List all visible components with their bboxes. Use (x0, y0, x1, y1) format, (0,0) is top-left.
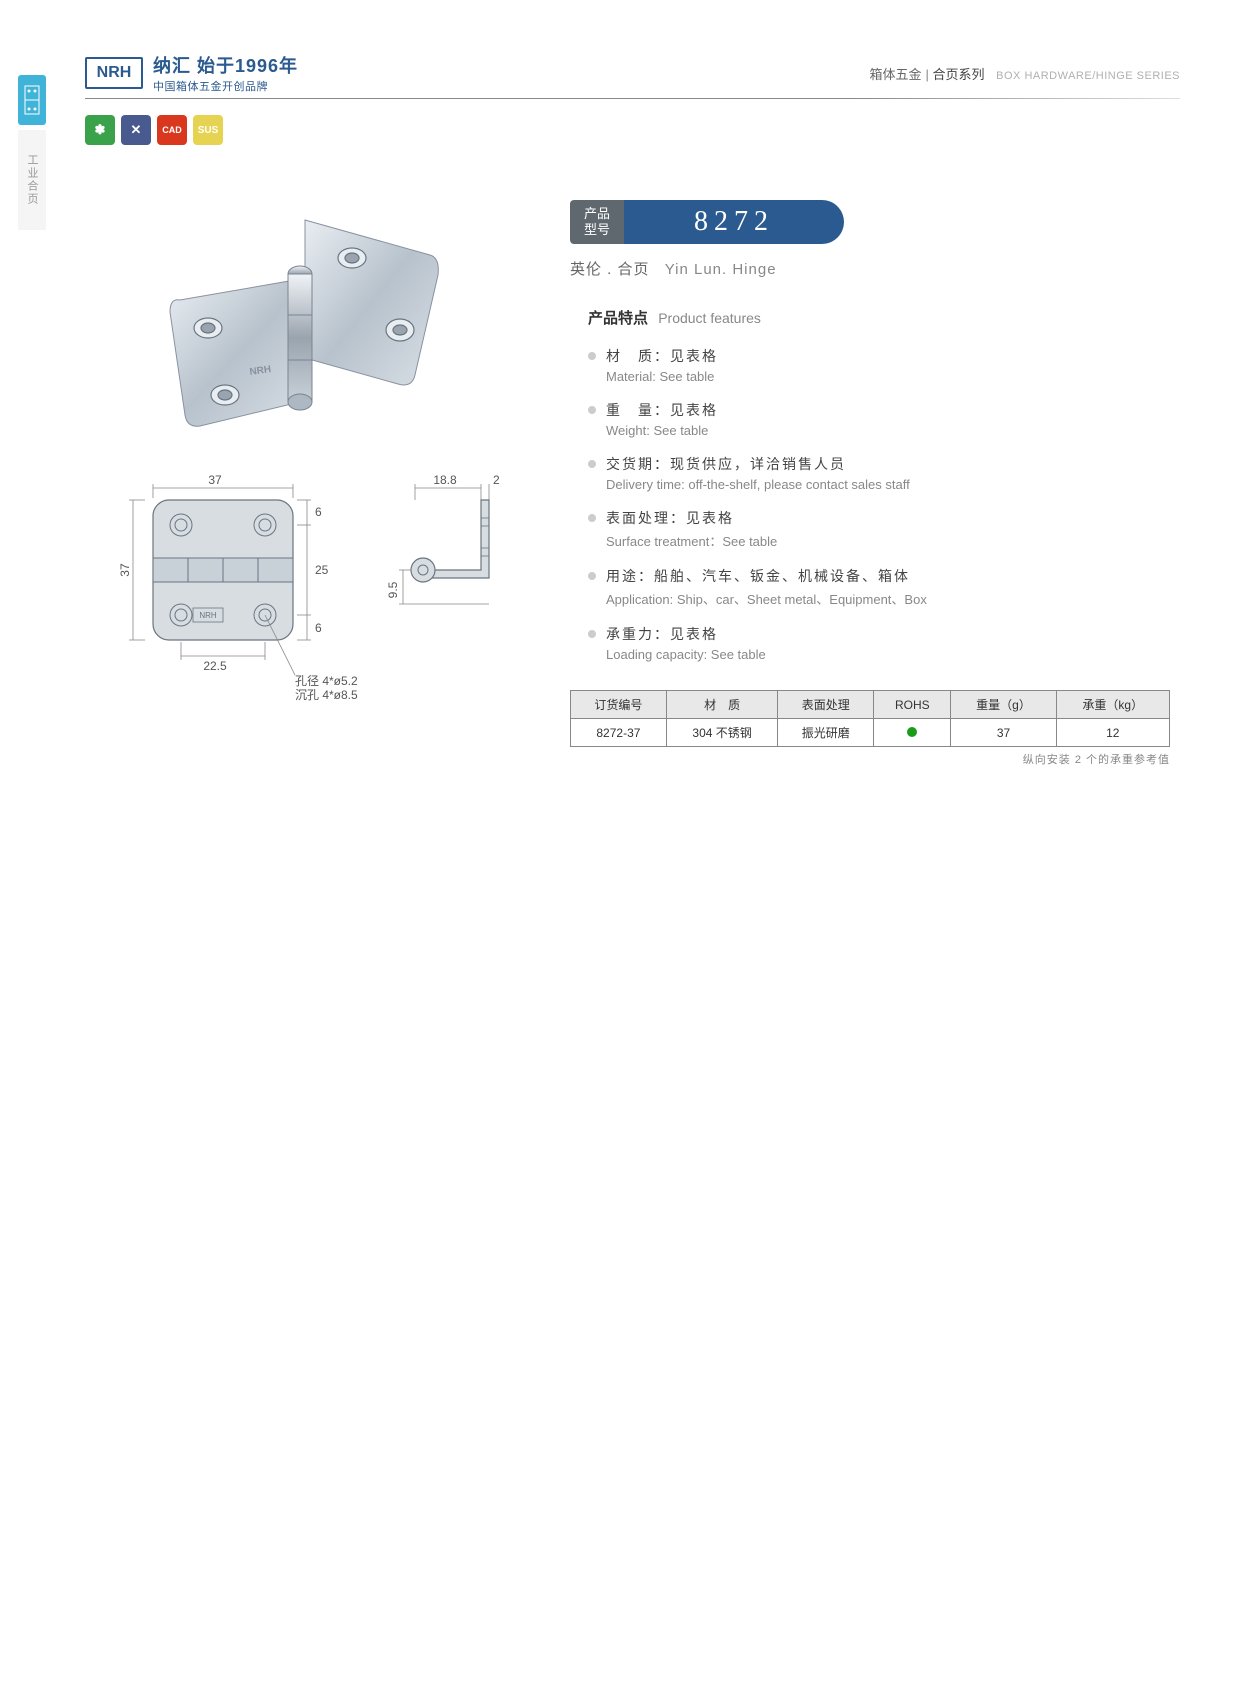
product-rendering: NRH (140, 200, 460, 440)
feature-item: 交货期：现货供应，详洽销售人员 Delivery time: off-the-sh… (606, 454, 1170, 492)
feature-cn: 承重力：见表格 (606, 624, 1170, 644)
front-view: 37 NRH 37 6 25 6 2 (118, 473, 358, 702)
feature-cn: 表面处理：见表格 (606, 508, 1170, 528)
feature-list: 材 质：见表格 Material: See table 重 量：见表格 Weight:… (588, 346, 1170, 662)
header-en: BOX HARDWARE/HINGE SERIES (996, 70, 1180, 82)
feature-cn: 交货期：现货供应，详洽销售人员 (606, 454, 1170, 474)
model-badge: 产品 型号 8272 (570, 200, 1170, 244)
dim-margin-bot: 6 (315, 621, 322, 635)
side-tab-icon (18, 75, 46, 125)
table-header: ROHS (874, 691, 951, 719)
dim-hole-w: 22.5 (203, 659, 227, 673)
table-header: 表面处理 (778, 691, 874, 719)
table-header: 订货编号 (571, 691, 667, 719)
feature-cn: 重 量：见表格 (606, 400, 1170, 420)
icon-row: ✽ ✕ CAD SUS (85, 115, 223, 145)
logo-abbr: NRH (85, 57, 143, 89)
features-heading-en: Product features (658, 310, 761, 326)
technical-drawing: 37 NRH 37 6 25 6 2 (115, 470, 515, 710)
logo-block: NRH 纳汇 始于1996年 中国箱体五金开创品牌 (85, 52, 298, 94)
model-label-1: 产品 (584, 206, 610, 222)
feature-cn: 用途：船舶、汽车、钣金、机械设备、箱体 (606, 566, 1170, 586)
header-cn1: 箱体五金 (870, 67, 922, 82)
header-cn2: 合页系列 (933, 67, 985, 82)
hole-note-2: 沉孔 4*ø8.5 (295, 688, 358, 702)
dim-margin-top: 6 (315, 505, 322, 519)
product-name: 英伦 . 合页 Yin Lun. Hinge (570, 258, 1170, 279)
table-cell: 12 (1056, 719, 1169, 747)
side-tab-label: 工业合页 (18, 130, 46, 230)
eco-icon: ✽ (85, 115, 115, 145)
product-name-cn: 英伦 . 合页 (570, 261, 650, 278)
dim-hole-h: 25 (315, 563, 329, 577)
model-label-2: 型号 (584, 222, 610, 238)
hole-note-1: 孔径 4*ø5.2 (295, 674, 358, 688)
feature-en: Application: Ship、car、Sheet metal、Equipm… (606, 589, 1170, 608)
logo-cn: 纳汇 始于1996年 (153, 52, 298, 78)
feature-en: Surface treatment：See table (606, 531, 1170, 550)
feature-en: Weight: See table (606, 423, 1170, 438)
spec-table: 订货编号材 质表面处理ROHS重量（g）承重（kg） 8272-37304 不锈… (570, 690, 1170, 747)
table-cell: 37 (951, 719, 1056, 747)
table-header: 材 质 (666, 691, 778, 719)
table-cell (874, 719, 951, 747)
header-right: 箱体五金| 合页系列 BOX HARDWARE/HINGE SERIES (870, 64, 1181, 83)
table-cell: 304 不锈钢 (666, 719, 778, 747)
dim-depth: 18.8 (433, 473, 457, 487)
model-number: 8272 (624, 200, 844, 244)
dim-offset: 9.5 (386, 581, 400, 598)
feature-en: Loading capacity: See table (606, 647, 1170, 662)
product-name-en: Yin Lun. Hinge (665, 261, 777, 278)
header-divider (85, 98, 1180, 99)
sus-icon: SUS (193, 115, 223, 145)
table-header: 重量（g） (951, 691, 1056, 719)
table-cell: 振光研磨 (778, 719, 874, 747)
dim-height: 37 (118, 563, 132, 577)
product-info: 产品 型号 8272 英伦 . 合页 Yin Lun. Hinge 产品特点 P… (570, 200, 1170, 767)
page-header: NRH 纳汇 始于1996年 中国箱体五金开创品牌 箱体五金| 合页系列 BOX… (85, 52, 1180, 94)
side-tab-cn: 工业合页 (24, 154, 40, 206)
dim-thk: 2 (493, 473, 500, 487)
logo-sub: 中国箱体五金开创品牌 (153, 78, 298, 94)
side-view: 18.8 2 9.5 (386, 473, 500, 604)
feature-item: 材 质：见表格 Material: See table (606, 346, 1170, 384)
table-header: 承重（kg） (1056, 691, 1169, 719)
model-label: 产品 型号 (570, 200, 624, 244)
table-row: 8272-37304 不锈钢振光研磨 3712 (571, 719, 1170, 747)
tools-icon: ✕ (121, 115, 151, 145)
svg-text:NRH: NRH (199, 611, 217, 620)
feature-cn: 材 质：见表格 (606, 346, 1170, 366)
table-cell: 8272-37 (571, 719, 667, 747)
table-note: 纵向安装 2 个的承重参考值 (570, 751, 1170, 767)
rohs-dot-icon (907, 727, 917, 737)
feature-item: 用途：船舶、汽车、钣金、机械设备、箱体 Application: Ship、car… (606, 566, 1170, 608)
feature-en: Material: See table (606, 369, 1170, 384)
feature-en: Delivery time: off-the-shelf, please con… (606, 477, 1170, 492)
feature-item: 承重力：见表格 Loading capacity: See table (606, 624, 1170, 662)
cad-icon: CAD (157, 115, 187, 145)
features-heading-cn: 产品特点 (588, 310, 648, 327)
dim-width: 37 (208, 473, 222, 487)
feature-item: 表面处理：见表格 Surface treatment：See table (606, 508, 1170, 550)
feature-item: 重 量：见表格 Weight: See table (606, 400, 1170, 438)
features-heading: 产品特点 Product features (588, 307, 1170, 328)
